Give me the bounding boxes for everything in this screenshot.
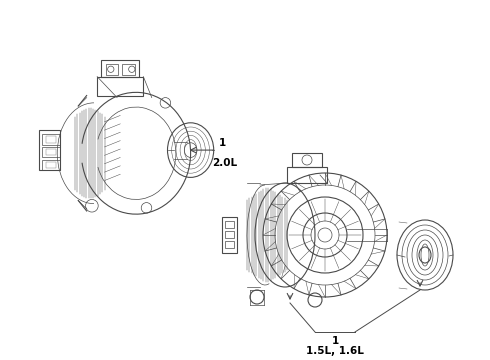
Bar [39, 130, 60, 170]
Bar [42, 159, 60, 170]
Bar [42, 147, 60, 157]
Text: 1: 1 [331, 336, 339, 346]
Bar [46, 136, 56, 143]
Bar [225, 231, 234, 238]
Bar [46, 162, 56, 168]
Bar [225, 221, 234, 228]
Text: 1: 1 [219, 138, 226, 148]
Bar [42, 134, 60, 145]
Bar [225, 241, 234, 248]
Text: 1.5L, 1.6L: 1.5L, 1.6L [306, 346, 364, 356]
Text: 2.0L: 2.0L [213, 158, 238, 168]
Bar [222, 217, 237, 253]
Bar [46, 149, 56, 156]
